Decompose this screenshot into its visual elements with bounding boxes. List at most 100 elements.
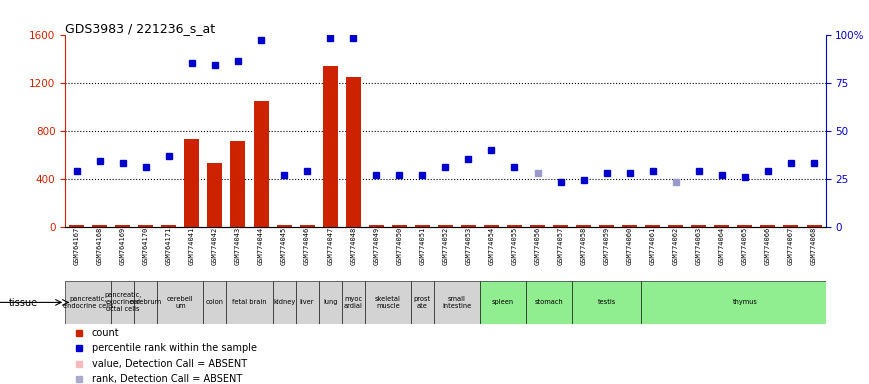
FancyBboxPatch shape xyxy=(411,281,434,324)
Text: GSM774065: GSM774065 xyxy=(742,227,748,265)
Text: GSM774068: GSM774068 xyxy=(811,227,817,265)
Bar xyxy=(138,225,153,227)
Bar xyxy=(692,225,706,227)
Bar xyxy=(208,163,222,227)
Text: GSM774041: GSM774041 xyxy=(189,227,195,265)
Text: colon: colon xyxy=(206,300,224,305)
Bar xyxy=(70,225,84,227)
FancyBboxPatch shape xyxy=(65,281,111,324)
Text: GSM774056: GSM774056 xyxy=(534,227,541,265)
FancyBboxPatch shape xyxy=(319,281,342,324)
Text: GSM774054: GSM774054 xyxy=(488,227,494,265)
Text: GSM764171: GSM764171 xyxy=(166,227,172,265)
FancyBboxPatch shape xyxy=(135,281,157,324)
Bar xyxy=(415,225,430,227)
Text: count: count xyxy=(92,328,119,338)
Bar xyxy=(760,225,775,227)
Text: GSM774044: GSM774044 xyxy=(258,227,264,265)
Bar xyxy=(230,141,245,227)
Text: skeletal
muscle: skeletal muscle xyxy=(375,296,401,309)
FancyBboxPatch shape xyxy=(342,281,365,324)
Text: GSM774067: GSM774067 xyxy=(788,227,794,265)
Bar xyxy=(599,225,614,227)
Bar xyxy=(646,225,660,227)
Text: cerebell
um: cerebell um xyxy=(167,296,194,309)
Text: GSM764170: GSM764170 xyxy=(143,227,149,265)
FancyBboxPatch shape xyxy=(157,281,203,324)
Bar xyxy=(714,225,729,227)
Bar xyxy=(346,76,361,227)
Text: GSM774045: GSM774045 xyxy=(281,227,287,265)
Text: GSM774062: GSM774062 xyxy=(673,227,679,265)
Text: percentile rank within the sample: percentile rank within the sample xyxy=(92,343,256,353)
FancyBboxPatch shape xyxy=(641,281,849,324)
Text: GSM774049: GSM774049 xyxy=(374,227,379,265)
Text: thymus: thymus xyxy=(733,300,758,305)
Text: GSM774042: GSM774042 xyxy=(212,227,218,265)
Bar xyxy=(738,225,753,227)
Bar xyxy=(461,225,476,227)
Text: GSM774053: GSM774053 xyxy=(466,227,471,265)
Bar xyxy=(668,225,683,227)
Bar xyxy=(484,225,499,227)
Text: small
intestine: small intestine xyxy=(442,296,472,309)
Text: rank, Detection Call = ABSENT: rank, Detection Call = ABSENT xyxy=(92,374,242,384)
FancyBboxPatch shape xyxy=(295,281,319,324)
Text: liver: liver xyxy=(300,300,315,305)
Text: GSM774059: GSM774059 xyxy=(604,227,610,265)
Bar xyxy=(254,101,269,227)
Text: GSM764169: GSM764169 xyxy=(120,227,126,265)
Bar xyxy=(300,225,315,227)
Bar xyxy=(184,139,199,227)
Text: kidney: kidney xyxy=(273,300,295,305)
Bar xyxy=(438,225,453,227)
Text: GSM774066: GSM774066 xyxy=(765,227,771,265)
FancyBboxPatch shape xyxy=(111,281,135,324)
Text: GSM774048: GSM774048 xyxy=(350,227,356,265)
Text: GSM774060: GSM774060 xyxy=(627,227,633,265)
Text: testis: testis xyxy=(598,300,616,305)
Text: spleen: spleen xyxy=(492,300,514,305)
Bar xyxy=(530,225,545,227)
Text: GSM774047: GSM774047 xyxy=(327,227,333,265)
Text: GSM774061: GSM774061 xyxy=(650,227,656,265)
Text: GSM774052: GSM774052 xyxy=(442,227,448,265)
Text: tissue: tissue xyxy=(9,298,38,308)
Text: GSM764167: GSM764167 xyxy=(74,227,80,265)
Text: GSM774050: GSM774050 xyxy=(396,227,402,265)
Bar xyxy=(784,225,799,227)
Text: pancreatic,
exocrine-d
uctal cells: pancreatic, exocrine-d uctal cells xyxy=(104,292,142,313)
Bar xyxy=(392,225,407,227)
Text: GSM774046: GSM774046 xyxy=(304,227,310,265)
Bar xyxy=(276,225,292,227)
Bar xyxy=(806,225,821,227)
Bar xyxy=(116,225,130,227)
Bar xyxy=(576,225,591,227)
Bar xyxy=(553,225,568,227)
Text: GSM774043: GSM774043 xyxy=(235,227,241,265)
Bar xyxy=(622,225,637,227)
Text: GSM774058: GSM774058 xyxy=(580,227,587,265)
Bar xyxy=(322,66,338,227)
Text: cerebrum: cerebrum xyxy=(129,300,162,305)
Text: prost
ate: prost ate xyxy=(414,296,431,309)
Text: fetal brain: fetal brain xyxy=(232,300,267,305)
FancyBboxPatch shape xyxy=(434,281,480,324)
Bar xyxy=(162,225,176,227)
Bar xyxy=(507,225,522,227)
Text: GSM774063: GSM774063 xyxy=(696,227,702,265)
Text: GSM774064: GSM774064 xyxy=(719,227,725,265)
Text: GSM774057: GSM774057 xyxy=(558,227,564,265)
FancyBboxPatch shape xyxy=(480,281,526,324)
Text: myoc
ardial: myoc ardial xyxy=(344,296,362,309)
Text: GSM764168: GSM764168 xyxy=(96,227,103,265)
Bar xyxy=(368,225,384,227)
FancyBboxPatch shape xyxy=(365,281,411,324)
Text: GSM774055: GSM774055 xyxy=(512,227,517,265)
Text: lung: lung xyxy=(323,300,337,305)
FancyBboxPatch shape xyxy=(227,281,273,324)
Text: pancreatic,
endocrine cells: pancreatic, endocrine cells xyxy=(63,296,114,309)
Text: stomach: stomach xyxy=(534,300,563,305)
FancyBboxPatch shape xyxy=(273,281,295,324)
Bar xyxy=(92,225,107,227)
